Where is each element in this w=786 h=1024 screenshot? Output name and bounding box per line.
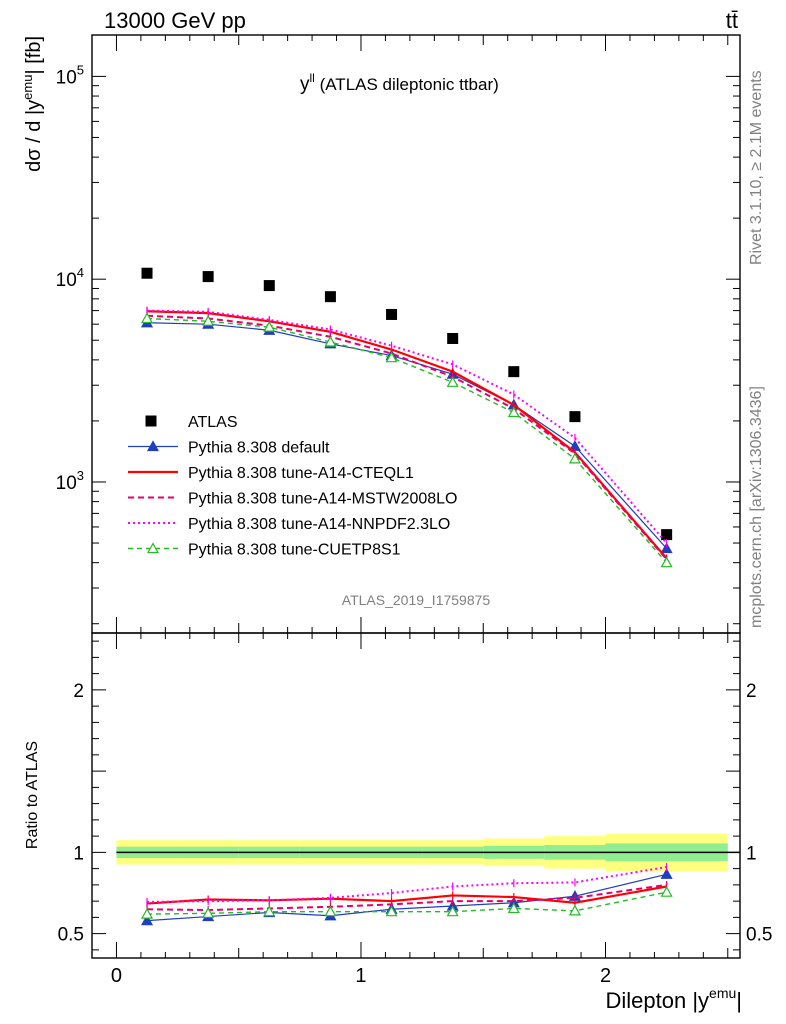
ratio-point-cuetp8s1 bbox=[202, 907, 215, 918]
data-point-cuetp8s1 bbox=[202, 315, 215, 326]
ratio-y-axis-label: Ratio to ATLAS bbox=[24, 741, 41, 849]
series-line-nnpdf bbox=[146, 309, 668, 544]
ratio-y-tick-label-right: 1 bbox=[746, 843, 757, 864]
plot-title: yll (ATLAS dileptonic ttbar) bbox=[300, 71, 499, 95]
ratio-point-cuetp8s1 bbox=[385, 905, 398, 917]
main-y-tick-label: 103 bbox=[56, 468, 84, 494]
main-plot: 103 104 105 bbox=[56, 34, 741, 634]
data-point-atlas bbox=[508, 366, 520, 378]
ratio-point-cuetp8s1 bbox=[568, 904, 581, 916]
ratio-point-cuetp8s1 bbox=[660, 885, 673, 897]
data-point-cuetp8s1 bbox=[385, 351, 398, 363]
data-point-cuetp8s1 bbox=[324, 335, 337, 347]
header-collider-label: 13000 GeV pp bbox=[104, 8, 246, 33]
legend-label-nnpdf: Pythia 8.308 tune-A14-NNPDF2.3LO bbox=[188, 516, 450, 533]
series-nnpdf bbox=[146, 306, 668, 548]
ratio-y-tick-label-left: 1 bbox=[73, 843, 84, 864]
legend-label-cuetp8s1: Pythia 8.308 tune-CUETP8S1 bbox=[188, 542, 401, 559]
data-point-cuetp8s1 bbox=[568, 452, 581, 464]
series-line-mstw bbox=[146, 314, 668, 561]
x-axis-label: Dilepton |yemu| bbox=[606, 985, 743, 1013]
data-point-atlas bbox=[386, 308, 398, 320]
analysis-id-label: ATLAS_2019_I1759875 bbox=[342, 592, 491, 608]
legend-entry-data: ATLAS bbox=[145, 414, 238, 431]
series-line-default bbox=[147, 322, 668, 549]
legend-entry-mstw: Pythia 8.308 tune-A14-MSTW2008LO bbox=[128, 491, 457, 508]
ratio-y-tick-label-left: 0.5 bbox=[58, 925, 84, 946]
ratio-y-tick-label-right: 0.5 bbox=[746, 925, 772, 946]
side-mcplots-label: mcplots.cern.ch [arXiv:1306.3436] bbox=[748, 386, 765, 628]
ratio-plot: 0 1 2 0.5 0.5 1 1 2 2 bbox=[58, 632, 772, 987]
data-point-atlas bbox=[141, 267, 153, 279]
x-tick-label: 0 bbox=[111, 965, 122, 987]
data-point-cuetp8s1 bbox=[660, 556, 673, 568]
ratio-series-cuetp8s1 bbox=[140, 885, 673, 919]
ratio-y-tick-label-left: 2 bbox=[73, 681, 84, 702]
data-point-atlas bbox=[324, 291, 336, 303]
ratio-point-cuetp8s1 bbox=[324, 905, 337, 917]
main-y-tick-label: 104 bbox=[56, 265, 84, 291]
main-y-tick-label: 105 bbox=[56, 62, 84, 88]
series-line-cuetp8s1 bbox=[146, 317, 668, 564]
data-point-cuetp8s1 bbox=[140, 312, 154, 324]
ratio-point-default bbox=[660, 868, 673, 879]
data-point-atlas bbox=[661, 529, 673, 541]
x-tick-label: 2 bbox=[600, 965, 611, 987]
legend-entry-default: Pythia 8.308 default bbox=[128, 440, 330, 457]
side-rivet-label: Rivet 3.1.10, ≥ 2.1M events bbox=[748, 70, 765, 265]
data-point-cuetp8s1 bbox=[446, 376, 459, 387]
ratio-series-mstw bbox=[146, 880, 668, 915]
legend-entry-nnpdf: Pythia 8.308 tune-A14-NNPDF2.3LO bbox=[128, 516, 450, 533]
legend-label-data: ATLAS bbox=[188, 414, 238, 431]
ratio-plot-frame bbox=[91, 632, 741, 959]
header-process-label: tt̄ bbox=[726, 8, 738, 33]
data-point-cuetp8s1 bbox=[263, 320, 276, 332]
data-point-atlas bbox=[569, 411, 581, 423]
data-point-default bbox=[660, 542, 673, 554]
ratio-line-mstw bbox=[147, 883, 667, 912]
ratio-y-tick-label-right: 2 bbox=[746, 681, 757, 702]
legend: ATLAS Pythia 8.308 default Pythia 8.308 tu… bbox=[128, 414, 457, 559]
series-data bbox=[141, 267, 673, 541]
data-point-atlas bbox=[447, 332, 459, 344]
ratio-series-default bbox=[140, 868, 673, 926]
legend-label-default: Pythia 8.308 default bbox=[188, 440, 330, 457]
main-y-axis-label: dσ / d |yemu| [fb] bbox=[20, 36, 45, 172]
ratio-line-nnpdf bbox=[147, 866, 667, 903]
data-point-atlas bbox=[263, 280, 275, 292]
ratio-series-nnpdf bbox=[146, 863, 668, 906]
ratio-point-cuetp8s1 bbox=[263, 905, 276, 917]
ratio-line-default bbox=[146, 873, 667, 922]
ratio-point-cuetp8s1 bbox=[446, 905, 459, 917]
ratio-point-default bbox=[140, 914, 154, 926]
legend-label-mstw: Pythia 8.308 tune-A14-MSTW2008LO bbox=[188, 491, 457, 508]
legend-entry-cteql1: Pythia 8.308 tune-A14-CTEQL1 bbox=[128, 465, 414, 482]
ratio-point-cuetp8s1 bbox=[507, 902, 520, 914]
legend-marker-cuetp8s1 bbox=[146, 542, 160, 554]
legend-marker-atlas bbox=[145, 415, 157, 427]
x-tick-label: 1 bbox=[355, 965, 366, 987]
legend-entry-cuetp8s1: Pythia 8.308 tune-CUETP8S1 bbox=[128, 542, 401, 559]
data-point-cuetp8s1 bbox=[507, 406, 520, 418]
ratio-point-cuetp8s1 bbox=[140, 907, 154, 919]
legend-label-cteql1: Pythia 8.308 tune-A14-CTEQL1 bbox=[188, 465, 414, 482]
data-point-atlas bbox=[202, 271, 214, 283]
series-cuetp8s1 bbox=[140, 312, 673, 568]
legend-marker-default bbox=[146, 440, 160, 452]
